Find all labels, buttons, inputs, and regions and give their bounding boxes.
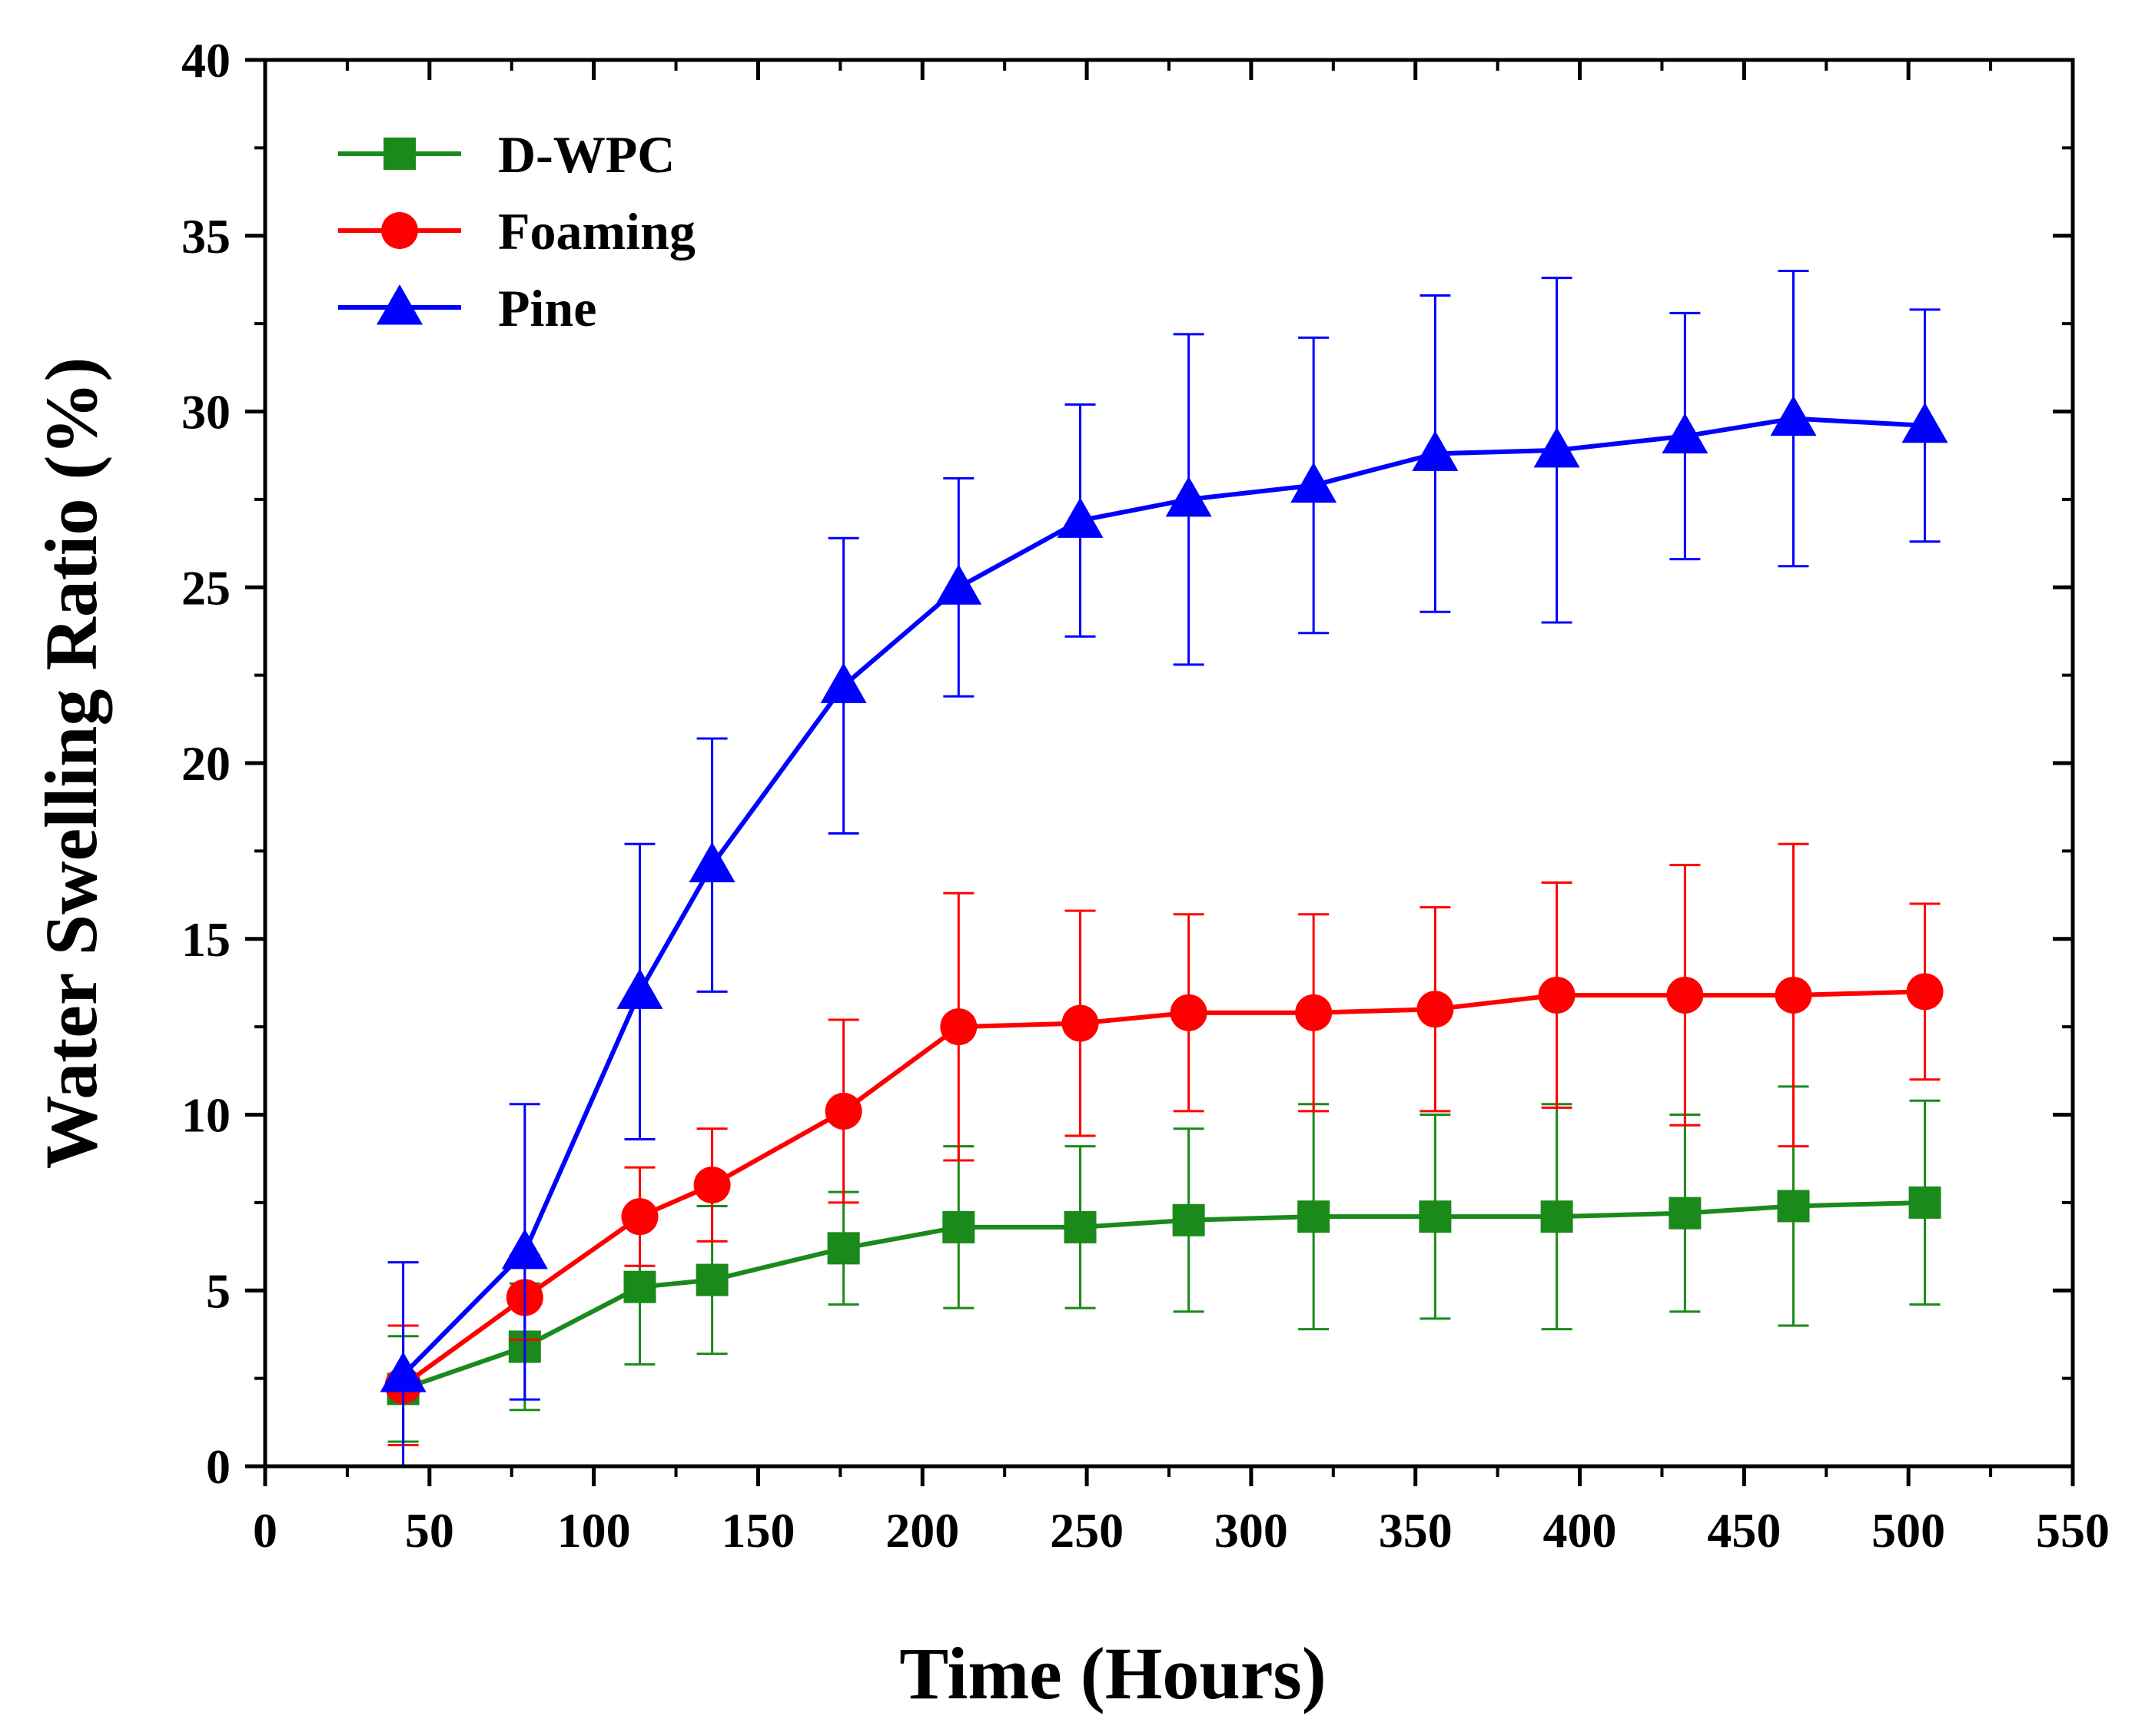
data-point <box>825 1092 862 1130</box>
data-point <box>1172 1203 1205 1236</box>
data-point <box>1901 402 1948 443</box>
x-tick-label: 0 <box>253 1503 277 1558</box>
data-point <box>623 1270 656 1303</box>
series-foaming <box>384 842 1944 1447</box>
x-tick-label: 300 <box>1214 1503 1288 1558</box>
y-tick-label: 35 <box>181 209 231 264</box>
data-point <box>1416 991 1454 1028</box>
data-point <box>501 1228 548 1270</box>
y-tick-label: 30 <box>181 385 231 440</box>
y-tick-label: 0 <box>206 1439 231 1494</box>
data-point <box>1419 1200 1452 1233</box>
data-point <box>696 1263 729 1296</box>
data-point <box>1906 973 1944 1011</box>
legend-item: Foaming <box>338 202 696 261</box>
y-tick-label: 10 <box>181 1088 231 1143</box>
x-tick-label: 450 <box>1707 1503 1781 1558</box>
legend-marker <box>377 284 423 325</box>
data-point <box>1770 395 1817 436</box>
legend-item: D-WPC <box>338 125 675 184</box>
x-tick-label: 500 <box>1871 1503 1945 1558</box>
data-point <box>1533 427 1580 468</box>
legend: D-WPC Foaming Pine <box>338 125 696 337</box>
data-point <box>827 1232 860 1265</box>
data-point <box>1777 1190 1810 1223</box>
x-tick-label: 100 <box>557 1503 631 1558</box>
y-axis-title: Water Swelling Ratio (%) <box>30 357 112 1170</box>
x-tick-label: 200 <box>885 1503 959 1558</box>
data-point <box>1061 1004 1099 1042</box>
data-point <box>1170 994 1207 1031</box>
data-point <box>1412 430 1459 471</box>
data-point <box>1538 976 1576 1014</box>
legend-item: Pine <box>338 279 596 337</box>
data-point <box>942 1210 975 1243</box>
series-line <box>401 416 1925 1377</box>
data-point <box>1662 413 1708 454</box>
data-point <box>380 1352 427 1392</box>
x-axis-title: Time (Hours) <box>899 1632 1327 1714</box>
data-point <box>1297 1200 1330 1233</box>
data-point <box>820 662 867 703</box>
data-point <box>1666 976 1704 1014</box>
data-point <box>1165 476 1212 517</box>
legend-label: D-WPC <box>498 125 675 184</box>
data-point <box>1775 976 1812 1014</box>
data-point <box>1295 994 1333 1031</box>
series-d-wpc <box>387 1085 1941 1443</box>
y-tick-label: 20 <box>181 736 231 791</box>
legend-marker <box>381 212 418 249</box>
y-tick-label: 40 <box>181 33 231 88</box>
series-layer <box>380 270 1948 1468</box>
data-point <box>1290 462 1337 503</box>
data-point <box>1064 1210 1097 1243</box>
data-point <box>693 1167 731 1203</box>
ticks-layer: 0 50 100 150 200 250 300 350 400 450 500 550 0 5 10 15 2… <box>181 33 2110 1558</box>
x-tick-label: 350 <box>1379 1503 1453 1558</box>
data-point <box>1057 497 1104 538</box>
x-tick-label: 150 <box>721 1503 795 1558</box>
y-tick-label: 25 <box>181 560 231 615</box>
y-tick-label: 5 <box>206 1263 231 1318</box>
data-point <box>1540 1200 1573 1233</box>
series-pine <box>380 270 1948 1468</box>
x-tick-label: 50 <box>405 1503 454 1558</box>
legend-label: Foaming <box>498 202 696 261</box>
x-tick-label: 250 <box>1050 1503 1124 1558</box>
data-point <box>940 1008 978 1046</box>
data-point <box>1908 1186 1941 1219</box>
data-point <box>621 1198 659 1236</box>
legend-label: Pine <box>498 279 596 337</box>
data-point <box>616 968 663 1009</box>
x-tick-label: 400 <box>1543 1503 1617 1558</box>
y-tick-label: 15 <box>181 912 231 967</box>
data-point <box>935 564 982 605</box>
x-tick-label: 550 <box>2036 1503 2110 1558</box>
legend-marker <box>384 138 416 170</box>
data-point <box>689 841 735 883</box>
data-point <box>1669 1197 1702 1230</box>
